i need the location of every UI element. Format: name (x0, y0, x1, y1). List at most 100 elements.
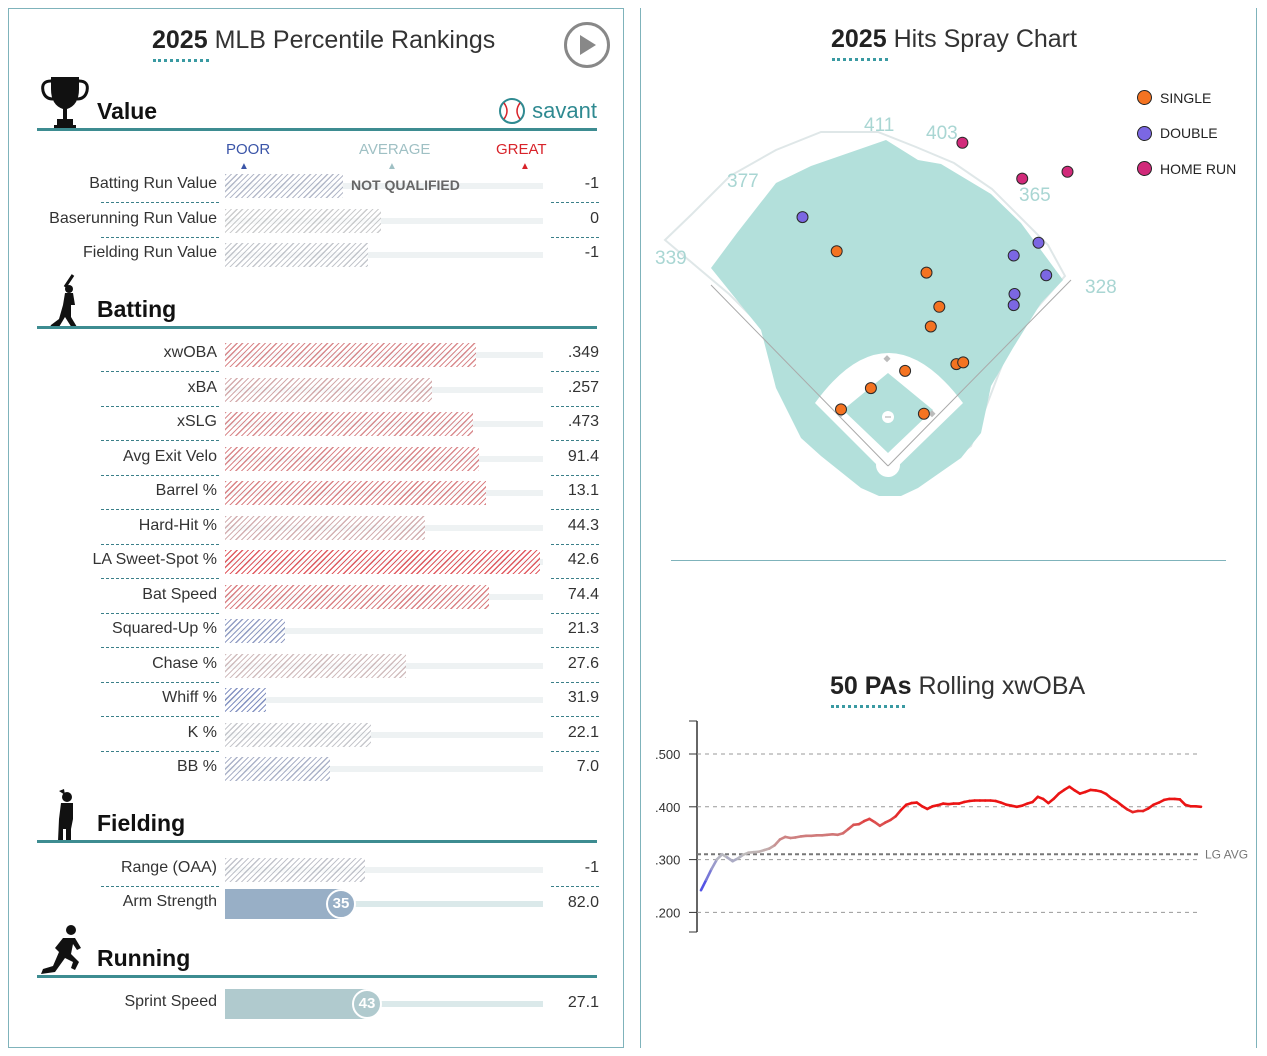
metric-value: 42.6 (567, 551, 599, 568)
play-button[interactable] (564, 22, 610, 68)
percentile-bar[interactable] (225, 208, 381, 233)
hit-point-single[interactable] (924, 320, 937, 333)
percentile-track (225, 217, 543, 224)
percentile-bar[interactable] (225, 619, 285, 643)
spray-legend: SINGLE DOUBLE HOME RUN (1137, 80, 1236, 187)
hit-point-single[interactable] (835, 403, 847, 416)
metric-row[interactable]: K % 22.1 (29, 721, 599, 752)
metric-value: 27.6 (567, 654, 599, 672)
metric-row[interactable]: xBA .257 (29, 376, 599, 407)
percentile-track (225, 628, 543, 634)
metric-row[interactable]: Baserunning Run Value 0 (29, 207, 599, 238)
hit-point-home-run[interactable] (956, 136, 969, 149)
hit-point-double[interactable] (1008, 288, 1021, 300)
row-divider (551, 750, 599, 752)
metric-label: Barrel % (155, 482, 217, 499)
percentile-bar[interactable] (225, 550, 540, 574)
hit-point-single[interactable] (830, 245, 843, 258)
metric-row[interactable]: Sprint Speed 43 27.1 (29, 989, 599, 1021)
metric-value: 22.1 (567, 723, 599, 741)
right-foul-line (887, 279, 1072, 467)
metric-row[interactable]: Squared-Up % 21.3 (29, 617, 599, 648)
percentile-bar[interactable] (225, 584, 489, 609)
hit-point-double[interactable] (1007, 249, 1020, 262)
row-divider (101, 371, 219, 372)
percentile-bar[interactable] (225, 889, 342, 919)
scale-average-marker: ▲ (387, 161, 397, 172)
section-title-value: Value (97, 98, 158, 124)
percentile-bar[interactable] (225, 989, 368, 1019)
metric-row[interactable]: Bat Speed 74.4 (29, 583, 599, 614)
percentile-bar[interactable] (225, 688, 266, 712)
percentile-bar[interactable] (225, 653, 406, 678)
hit-point-single[interactable] (917, 407, 930, 420)
percentile-bar[interactable] (225, 412, 473, 436)
percentile-bar[interactable] (225, 377, 432, 402)
hit-point-single[interactable] (957, 356, 970, 369)
hit-point-single[interactable] (933, 300, 946, 313)
legend-item[interactable]: DOUBLE (1137, 116, 1236, 152)
hit-point-double[interactable] (1007, 299, 1020, 312)
hit-point-home-run[interactable] (1061, 165, 1074, 178)
metric-row[interactable]: Range (OAA) -1 (29, 856, 599, 884)
legend-swatch (1137, 125, 1152, 141)
metric-row[interactable]: Hard-Hit % 44.3 (29, 514, 599, 545)
section-title-running: Running (97, 945, 191, 971)
metric-row[interactable]: Chase % 27.6 (29, 652, 599, 683)
percentile-bar[interactable] (225, 858, 365, 882)
percentile-bar[interactable] (225, 343, 476, 367)
metric-row[interactable]: xwOBA .349 (29, 341, 599, 372)
hit-point-double[interactable] (1032, 236, 1045, 249)
rolling-line-segment (705, 867, 713, 881)
legend-label: DOUBLE (1160, 125, 1218, 142)
row-divider (551, 405, 599, 407)
metric-row[interactable]: LA Sweet-Spot % 42.6 (29, 548, 599, 579)
row-divider (101, 681, 219, 683)
metric-value: 74.4 (567, 585, 599, 603)
y-tick-label: .300 (655, 853, 680, 868)
percentile-track (225, 697, 543, 703)
row-divider (101, 750, 219, 752)
metric-row[interactable]: Whiff % 31.9 (29, 686, 599, 717)
title-underline-dots (832, 58, 888, 61)
legend-label: HOME RUN (1160, 160, 1237, 177)
savant-logo[interactable]: savant (498, 97, 597, 125)
legend-item[interactable]: HOME RUN (1137, 151, 1236, 187)
metric-row[interactable]: BB % 7.0 (29, 755, 599, 783)
percentile-title: 2025 MLB Percentile Rankings (152, 26, 495, 55)
metric-row[interactable]: Batting Run Value -1 NOT QUALIFIED (29, 172, 599, 203)
scale-great-label: GREAT (496, 141, 547, 158)
legend-item[interactable]: SINGLE (1137, 80, 1236, 116)
percentile-bar[interactable] (225, 174, 343, 198)
charts-panel: 2025 Hits Spray Chart 339 377 411 403 36… (640, 8, 1257, 1048)
metric-value: 13.1 (567, 482, 599, 499)
section-rule (37, 975, 597, 978)
hit-point-double[interactable] (796, 211, 809, 224)
metric-value: 27.1 (567, 994, 599, 1011)
metric-row[interactable]: Barrel % 13.1 (29, 479, 599, 510)
hit-point-home-run[interactable] (1016, 172, 1029, 185)
hit-point-single[interactable] (899, 364, 912, 377)
metric-value: 44.3 (567, 516, 599, 534)
section-running: Running (37, 922, 597, 978)
percentile-bar[interactable] (225, 446, 479, 471)
spray-chart-title: 2025 Hits Spray Chart (831, 25, 1077, 54)
metric-row[interactable]: Arm Strength 35 82.0 (29, 889, 599, 921)
percentile-bar[interactable] (225, 481, 486, 505)
percentile-bar[interactable] (225, 243, 368, 267)
row-divider (101, 886, 219, 887)
hit-point-double[interactable] (1040, 269, 1053, 282)
metric-row[interactable]: xSLG .473 (29, 410, 599, 441)
hit-point-single[interactable] (920, 266, 933, 279)
hit-point-single[interactable] (864, 382, 877, 395)
metric-row[interactable]: Avg Exit Velo 91.4 (29, 445, 599, 476)
metric-row[interactable]: Fielding Run Value -1 (29, 241, 599, 269)
section-value: Value savant (37, 75, 597, 131)
metric-label: Arm Strength (122, 893, 217, 910)
legend-swatch (1137, 161, 1152, 177)
percentile-bar[interactable] (225, 515, 425, 540)
percentile-bar[interactable] (225, 757, 330, 781)
metric-label: xwOBA (163, 344, 217, 361)
rolling-line (699, 785, 1203, 892)
percentile-bar[interactable] (225, 722, 371, 747)
